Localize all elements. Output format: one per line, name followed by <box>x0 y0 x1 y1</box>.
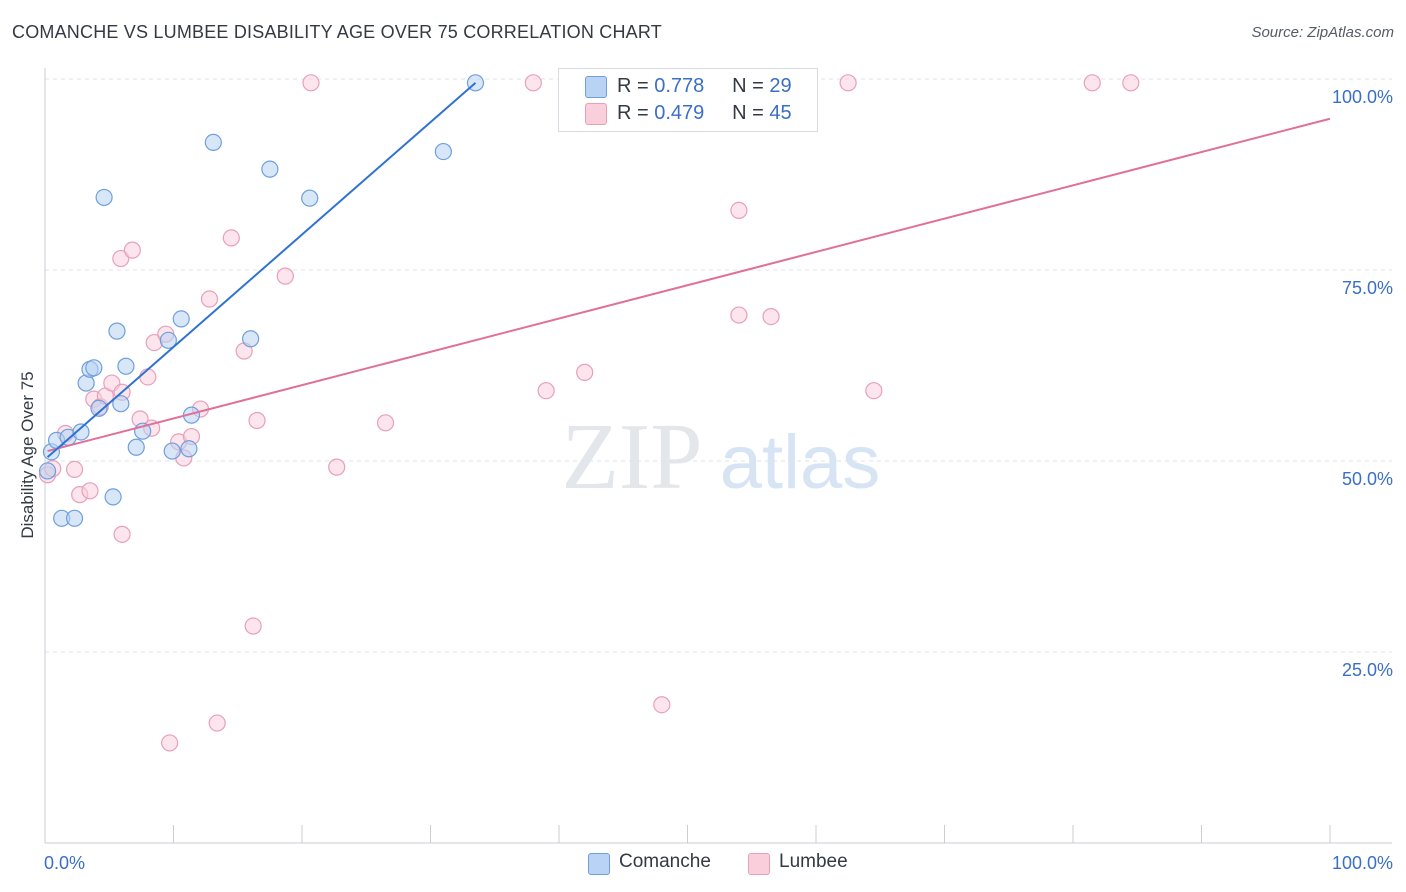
lumbee-swatch <box>585 103 607 125</box>
comanche-point <box>65 509 84 527</box>
axes <box>44 68 1392 844</box>
lumbee-point <box>653 696 671 714</box>
lumbee-point <box>1083 74 1101 92</box>
lumbee-point <box>222 229 240 247</box>
stats-legend: R = 0.778 N = 29 R = 0.479 N = 45 <box>558 68 818 132</box>
comanche-point <box>180 440 198 458</box>
comanche-trend-line <box>46 82 477 458</box>
comanche-point <box>127 438 145 456</box>
r-label: R = <box>617 102 649 124</box>
watermark: ZIP atlas <box>562 405 881 509</box>
y-tick-label: 100.0% <box>1332 87 1393 107</box>
comanche-point <box>104 488 122 506</box>
lumbee-point <box>730 306 748 324</box>
lumbee-point <box>376 414 395 432</box>
comanche-point <box>38 462 57 480</box>
tick-labels: 25.0% 50.0% 75.0% 100.0% 0.0% 100.0% <box>44 87 1393 873</box>
lumbee-point <box>112 249 130 268</box>
lumbee-point <box>161 734 179 752</box>
watermark-atlas: atlas <box>720 420 881 505</box>
lumbee-point <box>839 74 857 92</box>
comanche-point <box>301 189 319 207</box>
lumbee-point <box>200 290 219 308</box>
lumbee-point <box>65 460 84 479</box>
comanche-point <box>261 160 279 178</box>
n-label: N = <box>732 75 764 97</box>
lumbee-trend-line <box>47 117 1331 453</box>
lumbee-point <box>576 363 594 381</box>
lumbee-point <box>762 308 780 326</box>
comanche-point <box>85 359 103 377</box>
lumbee-point <box>524 74 542 92</box>
comanche-point <box>204 133 222 152</box>
comanche-point <box>242 330 260 348</box>
lumbee-point <box>537 382 555 400</box>
legend-label-comanche: Comanche <box>619 851 711 872</box>
lumbee-point <box>248 411 266 430</box>
y-tick-label: 25.0% <box>1342 660 1393 680</box>
lumbee-point <box>139 368 157 386</box>
comanche-points <box>38 74 485 527</box>
lumbee-point <box>123 241 141 259</box>
lumbee-point <box>865 382 883 400</box>
comanche-point <box>112 395 130 413</box>
trend-lines <box>46 82 1331 458</box>
n-label: N = <box>732 102 764 124</box>
chart-title: COMANCHE VS LUMBEE DISABILITY AGE OVER 7… <box>12 22 662 42</box>
comanche-point <box>163 442 181 460</box>
comanche-point <box>159 331 177 349</box>
r-label: R = <box>617 75 649 97</box>
n-value: 29 <box>769 75 792 97</box>
x-tick-label: 0.0% <box>44 853 85 873</box>
comanche-point <box>434 142 452 161</box>
lumbee-point <box>1122 74 1140 92</box>
lumbee-point <box>276 267 294 285</box>
lumbee-point <box>328 458 346 476</box>
comanche-point <box>108 322 126 340</box>
comanche-point <box>117 357 135 375</box>
gridlines <box>45 78 1392 653</box>
lumbee-swatch <box>748 853 770 875</box>
r-value: 0.479 <box>654 102 705 124</box>
lumbee-point <box>81 482 99 500</box>
legend-row-text: R = 0.479 N = 45 <box>617 102 792 125</box>
n-value: 45 <box>769 102 792 124</box>
x-tick-label: 100.0% <box>1332 853 1393 873</box>
lumbee-point <box>244 617 262 635</box>
comanche-point <box>172 310 190 328</box>
comanche-swatch <box>585 76 607 98</box>
y-tick-label: 75.0% <box>1342 278 1393 298</box>
y-tick-label: 50.0% <box>1342 469 1393 489</box>
comanche-point <box>72 423 90 441</box>
comanche-point <box>95 188 113 207</box>
lumbee-point <box>113 525 131 543</box>
comanche-point <box>90 399 108 417</box>
r-value: 0.778 <box>654 75 705 97</box>
lumbee-point <box>302 74 320 92</box>
comanche-swatch <box>588 853 610 875</box>
legend-row-text: R = 0.778 N = 29 <box>617 75 792 98</box>
legend-label-lumbee: Lumbee <box>779 851 848 872</box>
lumbee-point <box>208 714 226 732</box>
watermark-zip: ZIP <box>562 405 703 509</box>
source-credit: Source: ZipAtlas.com <box>1251 24 1394 41</box>
lumbee-point <box>730 201 748 220</box>
